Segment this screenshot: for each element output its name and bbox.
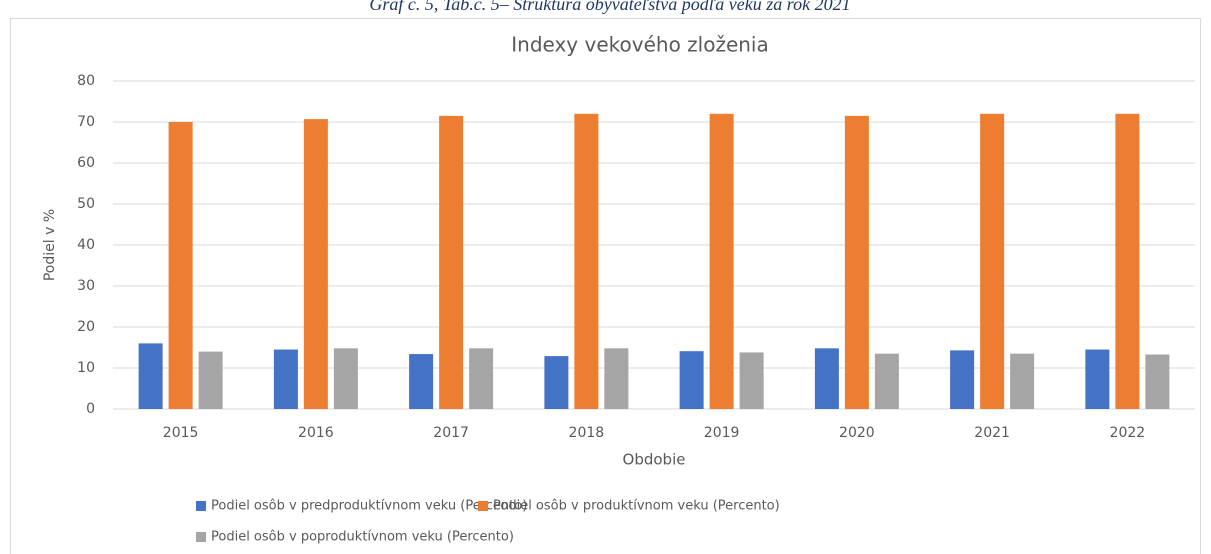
bar [273,349,298,409]
bar [844,115,869,409]
bar [574,113,599,410]
bar [409,354,434,409]
bar [439,115,464,409]
bar [544,356,569,409]
caption: Graf č. 5, Tab.č. 5– Štruktúra obyvateľs… [369,0,850,14]
x-tick-label: 2016 [298,425,334,441]
bar [469,348,494,409]
y-tick-label: 50 [77,196,95,212]
bar [980,113,1005,410]
chart-frame [10,18,1201,554]
y-tick-label: 20 [77,319,95,335]
legend-swatch [478,501,488,511]
bar [333,348,358,409]
bar [950,350,975,409]
bar [303,119,328,409]
x-axis-label: Obdobie [623,451,686,469]
bar [814,348,839,409]
y-tick-label: 60 [77,155,95,171]
y-tick-label: 0 [86,401,95,417]
x-tick-label: 2019 [704,425,740,441]
bar [1115,113,1140,410]
legend-swatch [196,501,206,511]
bar [198,351,223,409]
y-tick-label: 40 [77,237,95,253]
legend-label: Podiel osôb v poproduktívnom veku (Perce… [211,530,514,545]
bar [1085,349,1110,409]
bar [679,351,704,409]
bar [138,343,163,409]
x-tick-label: 2021 [974,425,1010,441]
bar [168,122,193,409]
x-tick-label: 2020 [839,425,875,441]
x-tick-label: 2022 [1110,425,1146,441]
legend-swatch [196,532,206,542]
legend-label: Podiel osôb v predproduktívnom veku (Per… [211,499,527,514]
bar [874,353,899,409]
y-axis-label: Podiel v % [42,209,58,281]
chart-title: Indexy vekového zloženia [511,33,769,57]
bar [739,352,764,409]
y-tick-label: 80 [77,73,95,89]
x-tick-label: 2015 [163,425,199,441]
bar [604,348,629,409]
x-tick-label: 2017 [433,425,469,441]
bar [709,113,734,410]
legend-label: Podiel osôb v produktívnom veku (Percent… [493,499,780,514]
bar [1010,353,1035,409]
bar [1145,354,1170,409]
y-tick-label: 30 [77,278,95,294]
x-tick-label: 2018 [569,425,605,441]
y-tick-label: 10 [77,360,95,376]
y-tick-label: 70 [77,114,95,130]
